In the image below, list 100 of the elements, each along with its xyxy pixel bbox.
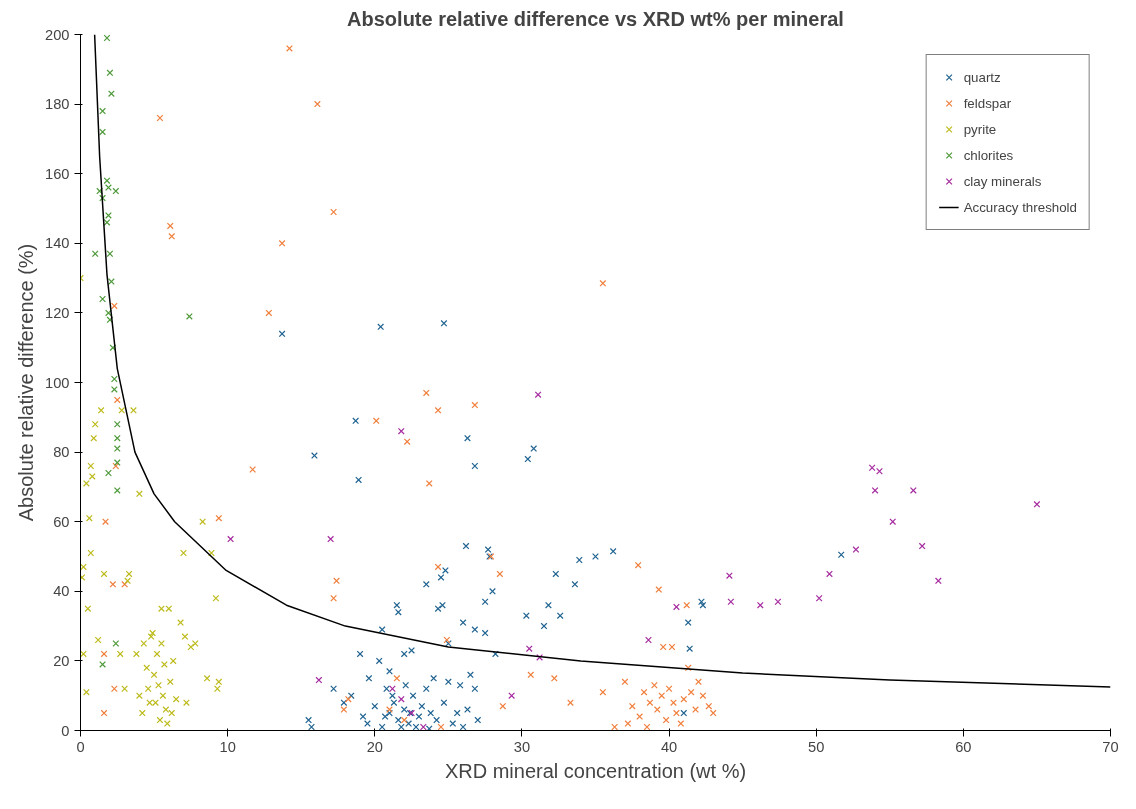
- point: [162, 706, 170, 714]
- point: [169, 657, 177, 665]
- point: [181, 633, 189, 640]
- point: [227, 535, 235, 543]
- point: [113, 445, 121, 453]
- point: [99, 128, 106, 136]
- point: [180, 549, 187, 557]
- x-axis-title: XRD mineral concentration (wt %): [444, 759, 747, 782]
- legend-label: feldspar: [963, 95, 1012, 111]
- point: [673, 603, 680, 611]
- point: [756, 601, 764, 609]
- point: [315, 676, 323, 684]
- point: [112, 640, 120, 647]
- point: [155, 681, 162, 689]
- point: [774, 598, 782, 606]
- point: [934, 577, 942, 585]
- point: [397, 695, 405, 703]
- y-tick-label: 180: [45, 96, 70, 113]
- point: [191, 640, 199, 647]
- point: [645, 636, 652, 644]
- point: [876, 467, 883, 475]
- point: [130, 406, 137, 414]
- point: [140, 640, 148, 647]
- point: [815, 594, 823, 602]
- legend-label: pyrite: [963, 121, 997, 137]
- y-axis-title: Absolute relative difference (%): [15, 243, 38, 522]
- point: [727, 598, 735, 606]
- x-tick-label: 60: [955, 738, 972, 755]
- legend-label: Accuracy threshold: [963, 199, 1077, 215]
- point: [99, 107, 106, 115]
- point: [97, 406, 105, 414]
- point: [208, 549, 215, 557]
- point: [143, 664, 151, 672]
- point: [110, 386, 118, 393]
- point: [106, 69, 114, 77]
- point: [852, 546, 860, 553]
- x-tick-label: 20: [366, 738, 383, 755]
- point: [116, 650, 124, 658]
- line-series: [93, 34, 1111, 688]
- x-tick-label: 50: [808, 738, 825, 755]
- y-tick-label: 140: [45, 235, 70, 252]
- point: [419, 723, 427, 731]
- y-tick-label: 200: [45, 26, 70, 43]
- x-tick-label: 10: [219, 738, 236, 755]
- point: [135, 490, 143, 498]
- point: [183, 699, 190, 707]
- point: [187, 643, 195, 651]
- point: [113, 434, 121, 442]
- point: [113, 459, 121, 466]
- point: [103, 218, 111, 226]
- y-tick-label: 40: [53, 583, 70, 600]
- point: [94, 636, 102, 644]
- point: [918, 542, 926, 550]
- point: [826, 570, 833, 578]
- point: [203, 674, 211, 682]
- point: [150, 671, 158, 679]
- point: [82, 688, 90, 696]
- point: [132, 650, 140, 658]
- point: [212, 594, 220, 602]
- legend-label: quartz: [963, 69, 1001, 85]
- point: [871, 486, 879, 494]
- point: [144, 685, 152, 693]
- point: [149, 629, 157, 637]
- y-tick-label: 80: [53, 444, 70, 461]
- point: [99, 295, 106, 303]
- point: [87, 549, 95, 557]
- point: [80, 650, 87, 658]
- point: [106, 250, 114, 258]
- x-tick-label: 70: [1102, 738, 1119, 755]
- point: [103, 177, 111, 185]
- y-tick-label: 20: [53, 652, 70, 669]
- point: [168, 709, 176, 717]
- point: [113, 486, 121, 494]
- x-tick-label: 40: [660, 738, 678, 755]
- legend-label: clay minerals: [963, 173, 1042, 189]
- point: [105, 309, 112, 317]
- x-tick-label: 0: [76, 738, 85, 755]
- point: [80, 563, 87, 571]
- point: [85, 514, 93, 522]
- point: [138, 709, 146, 717]
- point: [389, 685, 396, 693]
- y-tick-label: 120: [45, 304, 70, 321]
- point: [112, 187, 120, 195]
- chart-title: Absolute relative difference vs XRD wt% per mineral: [347, 7, 844, 30]
- point: [84, 605, 92, 613]
- y-tick-label: 160: [45, 165, 70, 182]
- point: [80, 573, 86, 581]
- point: [121, 685, 129, 693]
- point: [87, 462, 95, 470]
- point: [327, 535, 335, 543]
- y-tick-label: 60: [53, 513, 70, 530]
- x-tick-label: 30: [513, 738, 531, 755]
- point: [159, 692, 167, 700]
- y-tick-label: 0: [61, 722, 70, 739]
- point: [534, 391, 542, 399]
- y-tick-label: 100: [45, 374, 70, 391]
- point: [1033, 500, 1041, 508]
- point: [163, 720, 171, 727]
- point: [868, 464, 876, 472]
- legend-label: chlorites: [963, 147, 1014, 163]
